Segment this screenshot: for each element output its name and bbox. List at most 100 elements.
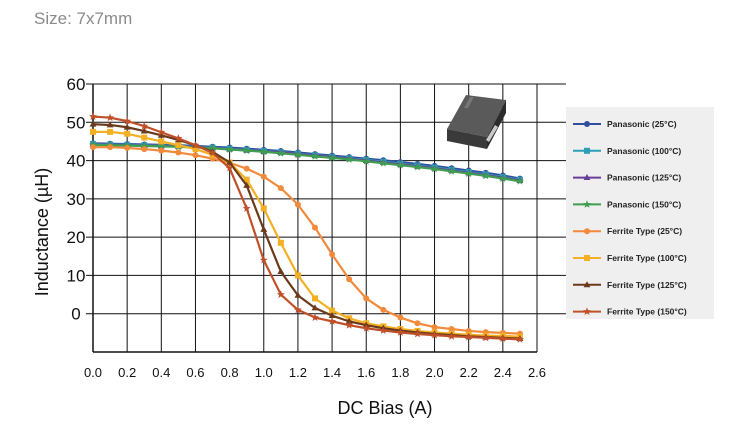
y-tick-labels: 60 50 40 30 20 10 0 <box>67 75 86 324</box>
x-tick-label: 0.8 <box>221 365 239 380</box>
data-point <box>90 144 96 151</box>
x-tick-label: 1.2 <box>289 365 307 380</box>
data-point <box>481 333 490 342</box>
legend-box <box>566 107 714 319</box>
series-4 <box>89 140 524 185</box>
y-tick-label: 20 <box>67 228 86 247</box>
data-point <box>191 141 200 149</box>
data-point <box>192 152 199 159</box>
data-point <box>226 158 234 165</box>
legend-label: Ferrite Type (25°C) <box>607 226 682 236</box>
x-tick-label: 2.0 <box>425 365 443 380</box>
data-point <box>141 134 148 141</box>
data-point <box>329 251 336 258</box>
data-point <box>89 120 97 127</box>
legend-marker <box>584 121 590 127</box>
data-point <box>243 181 251 188</box>
data-point <box>225 145 234 153</box>
data-point <box>311 313 319 321</box>
data-point <box>293 150 302 159</box>
legend-marker <box>583 174 591 180</box>
x-tick-label: 1.0 <box>255 365 273 380</box>
data-point <box>498 174 507 182</box>
data-point <box>414 320 421 327</box>
x-tick-label: 2.4 <box>494 365 512 380</box>
legend-marker <box>584 147 590 154</box>
data-point <box>396 328 405 336</box>
data-point <box>276 290 285 298</box>
data-point <box>242 204 251 212</box>
data-point <box>379 159 388 167</box>
data-point <box>362 157 371 165</box>
data-point <box>106 121 114 128</box>
data-point <box>312 224 318 231</box>
data-point <box>157 142 166 150</box>
data-point <box>107 144 114 151</box>
data-point <box>90 128 96 135</box>
legend-label: Panasonic (25°C) <box>607 119 677 129</box>
data-point <box>259 147 268 156</box>
data-point <box>158 138 165 145</box>
data-point <box>430 330 439 339</box>
data-point <box>141 146 148 153</box>
chart-axes <box>92 84 537 353</box>
legend: Panasonic (25°C) Panasonic (100°C) Panason… <box>566 107 714 319</box>
series-line <box>93 130 520 338</box>
legend-label: Panasonic (150°C) <box>607 199 681 209</box>
legend-entry: Ferrite Type (25°C) <box>573 226 682 236</box>
data-point <box>158 147 165 154</box>
x-tick-label: 0.2 <box>118 365 136 380</box>
data-point <box>277 185 284 192</box>
y-tick-label: 40 <box>67 152 86 171</box>
data-point <box>328 312 336 319</box>
inductor-component-icon <box>447 95 506 149</box>
y-axis-label: Inductance (µH) <box>32 168 52 296</box>
x-tick-label: 0.6 <box>186 365 204 380</box>
data-point <box>174 134 183 142</box>
data-point <box>106 113 115 122</box>
x-tick-label: 1.8 <box>391 365 409 380</box>
data-point <box>498 334 507 342</box>
legend-label: Ferrite Type (150°C) <box>607 307 687 317</box>
data-point <box>242 146 251 155</box>
data-point <box>124 130 131 137</box>
data-point <box>481 171 490 180</box>
data-point <box>294 291 302 298</box>
data-point <box>175 149 182 156</box>
legend-entry: Ferrite Type (150°C) <box>573 307 687 317</box>
data-point <box>294 272 301 279</box>
series-8 <box>89 112 524 343</box>
legend-entry: Panasonic (25°C) <box>573 119 677 129</box>
legend-entry: Panasonic (150°C) <box>573 199 681 209</box>
x-tick-label: 1.4 <box>323 365 341 380</box>
data-point <box>413 329 422 338</box>
data-point <box>397 314 404 321</box>
x-tick-labels: 0.0 0.2 0.4 0.6 0.8 1.0 1.2 1.4 1.6 1.8 2.0 2.2 2.4 2… <box>84 365 546 380</box>
data-point <box>208 148 217 157</box>
x-tick-label: 0.4 <box>152 365 170 380</box>
data-point <box>260 173 267 180</box>
data-point <box>329 307 336 314</box>
data-point <box>515 335 524 343</box>
size-label: Size: 7x7mm <box>34 9 133 28</box>
legend-marker <box>584 228 590 235</box>
data-point <box>140 127 148 134</box>
legend-marker <box>583 200 591 208</box>
data-point <box>276 149 285 157</box>
data-point <box>396 160 405 169</box>
data-point <box>430 164 439 173</box>
data-point <box>277 239 284 246</box>
data-point <box>464 332 473 341</box>
series-5 <box>90 144 523 337</box>
y-tick-label: 30 <box>67 190 86 209</box>
data-point <box>140 121 149 130</box>
data-point <box>225 164 234 172</box>
data-point <box>380 306 387 313</box>
data-point <box>123 116 132 125</box>
data-point <box>175 142 182 149</box>
data-point <box>259 255 268 264</box>
data-point <box>157 131 165 138</box>
legend-entry: Ferrite Type (125°C) <box>573 280 687 290</box>
legend-entry: Panasonic (125°C) <box>573 173 681 183</box>
legend-entry: Panasonic (100°C) <box>573 146 681 156</box>
